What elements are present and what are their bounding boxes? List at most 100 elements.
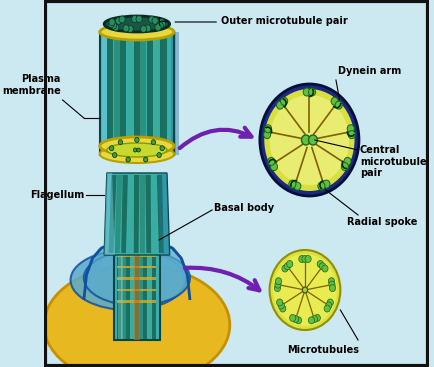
Circle shape xyxy=(295,317,301,324)
Text: Plasma
membrane: Plasma membrane xyxy=(2,75,61,96)
Circle shape xyxy=(145,25,151,32)
Circle shape xyxy=(289,315,295,321)
Circle shape xyxy=(316,261,322,268)
Bar xyxy=(140,34,146,153)
Circle shape xyxy=(341,163,348,171)
Circle shape xyxy=(328,278,334,285)
Circle shape xyxy=(158,19,164,26)
Bar xyxy=(134,200,139,340)
Circle shape xyxy=(308,88,315,96)
Circle shape xyxy=(118,140,122,145)
Circle shape xyxy=(292,316,298,323)
Circle shape xyxy=(125,157,130,162)
Bar xyxy=(148,201,151,339)
Bar xyxy=(135,201,138,339)
Text: Central
microtubule
pair: Central microtubule pair xyxy=(359,145,425,178)
Circle shape xyxy=(274,284,280,291)
Circle shape xyxy=(281,265,287,272)
Circle shape xyxy=(319,263,325,270)
Bar xyxy=(160,34,166,153)
Circle shape xyxy=(157,22,163,29)
Circle shape xyxy=(269,95,349,185)
Circle shape xyxy=(159,21,165,28)
Ellipse shape xyxy=(70,250,185,310)
Circle shape xyxy=(328,281,334,288)
Bar xyxy=(117,300,156,302)
Text: Dynein arm: Dynein arm xyxy=(337,66,400,76)
Text: Microtubules: Microtubules xyxy=(286,345,358,355)
Circle shape xyxy=(135,137,139,142)
Bar xyxy=(117,219,156,222)
Circle shape xyxy=(108,19,115,26)
Bar xyxy=(117,201,121,339)
Circle shape xyxy=(160,146,164,151)
Bar xyxy=(120,34,126,153)
Bar xyxy=(113,34,119,153)
Bar xyxy=(126,201,130,339)
Bar xyxy=(99,32,174,155)
Circle shape xyxy=(330,97,337,105)
Circle shape xyxy=(286,261,292,268)
Circle shape xyxy=(157,153,161,157)
Circle shape xyxy=(311,316,317,323)
Circle shape xyxy=(132,15,138,22)
Bar xyxy=(107,34,113,153)
Bar xyxy=(153,34,159,153)
Circle shape xyxy=(269,250,339,330)
Circle shape xyxy=(329,284,335,291)
Ellipse shape xyxy=(99,145,174,163)
Bar xyxy=(170,32,179,155)
Circle shape xyxy=(346,125,353,133)
Circle shape xyxy=(108,21,114,28)
Circle shape xyxy=(110,22,116,29)
Circle shape xyxy=(273,254,336,326)
Ellipse shape xyxy=(84,251,190,305)
Bar xyxy=(117,254,156,257)
Ellipse shape xyxy=(104,16,169,32)
Circle shape xyxy=(302,88,309,96)
Bar xyxy=(117,231,156,233)
Bar xyxy=(122,201,125,339)
Circle shape xyxy=(133,148,137,152)
Polygon shape xyxy=(104,173,115,255)
Bar xyxy=(133,34,139,153)
Polygon shape xyxy=(139,175,145,253)
Circle shape xyxy=(313,315,319,321)
Polygon shape xyxy=(86,242,115,285)
Polygon shape xyxy=(108,175,116,253)
Bar xyxy=(117,288,156,291)
Circle shape xyxy=(322,180,329,188)
Circle shape xyxy=(276,299,282,306)
Circle shape xyxy=(123,25,129,32)
Text: Flagellum: Flagellum xyxy=(30,190,85,200)
Circle shape xyxy=(112,24,118,31)
Text: Basal body: Basal body xyxy=(214,203,273,213)
Bar xyxy=(147,34,153,153)
Text: Outer microtubule pair: Outer microtubule pair xyxy=(220,16,347,26)
Bar xyxy=(127,34,133,153)
Circle shape xyxy=(267,157,274,166)
Circle shape xyxy=(301,255,307,262)
Bar xyxy=(117,208,156,211)
Circle shape xyxy=(263,131,270,139)
Circle shape xyxy=(275,278,281,285)
Circle shape xyxy=(127,26,133,33)
Circle shape xyxy=(335,101,342,109)
Circle shape xyxy=(308,135,317,145)
Polygon shape xyxy=(158,173,169,255)
Bar xyxy=(130,201,134,339)
Circle shape xyxy=(283,263,290,270)
Circle shape xyxy=(112,153,117,157)
Circle shape xyxy=(280,97,287,105)
Circle shape xyxy=(151,17,158,24)
Polygon shape xyxy=(115,175,122,253)
Bar xyxy=(152,201,155,339)
Circle shape xyxy=(293,182,300,190)
Bar xyxy=(117,277,156,280)
Bar xyxy=(117,265,156,268)
Circle shape xyxy=(140,26,146,33)
Circle shape xyxy=(109,146,114,151)
Circle shape xyxy=(347,131,355,139)
Polygon shape xyxy=(157,175,163,253)
Polygon shape xyxy=(134,175,139,253)
